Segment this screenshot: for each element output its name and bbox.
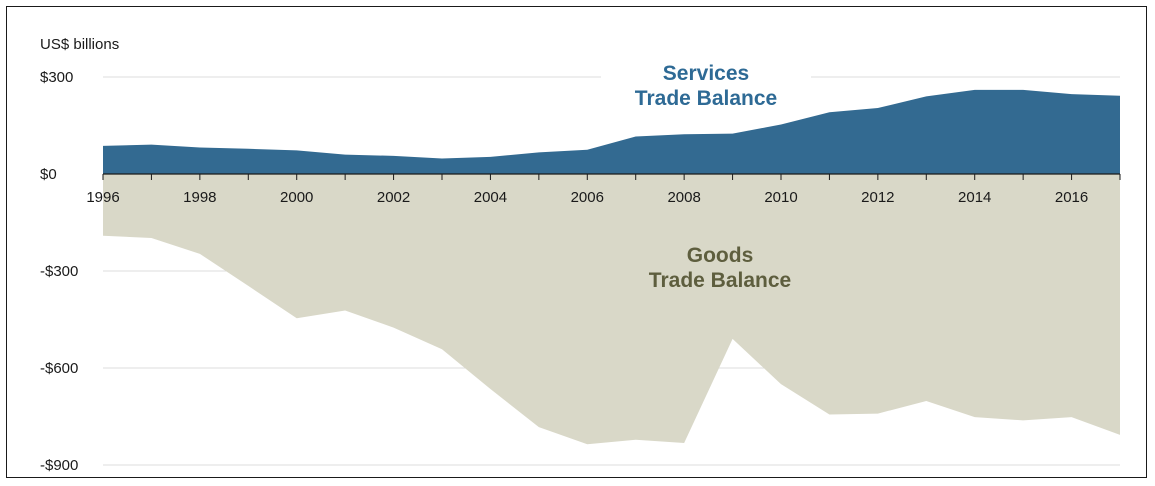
y-tick-label: $300 [40, 69, 73, 86]
x-tick-label: 2006 [571, 189, 604, 206]
y-tick-label: -$300 [40, 263, 78, 280]
services-area [103, 89, 1120, 174]
y-axis-unit-label: US$ billions [40, 36, 119, 53]
x-tick-label: 2002 [377, 189, 410, 206]
goods-series-label: Trade Balance [649, 269, 791, 292]
goods-series-label: Goods [687, 244, 754, 267]
x-tick-label: 2016 [1055, 189, 1088, 206]
x-tick-label: 2010 [764, 189, 797, 206]
x-tick-label: 2004 [474, 189, 507, 206]
services-series-label: Trade Balance [635, 87, 777, 110]
y-tick-label: $0 [40, 166, 57, 183]
goods-area [103, 174, 1120, 445]
services-series-label: Services [663, 62, 749, 85]
x-tick-label: 2014 [958, 189, 991, 206]
services-label-background [601, 60, 811, 112]
y-tick-label: -$600 [40, 360, 78, 377]
x-tick-label: 1998 [183, 189, 216, 206]
x-tick-label: 1996 [86, 189, 119, 206]
x-tick-label: 2000 [280, 189, 313, 206]
y-tick-label: -$900 [40, 457, 78, 474]
x-tick-label: 2008 [667, 189, 700, 206]
x-tick-label: 2012 [861, 189, 894, 206]
